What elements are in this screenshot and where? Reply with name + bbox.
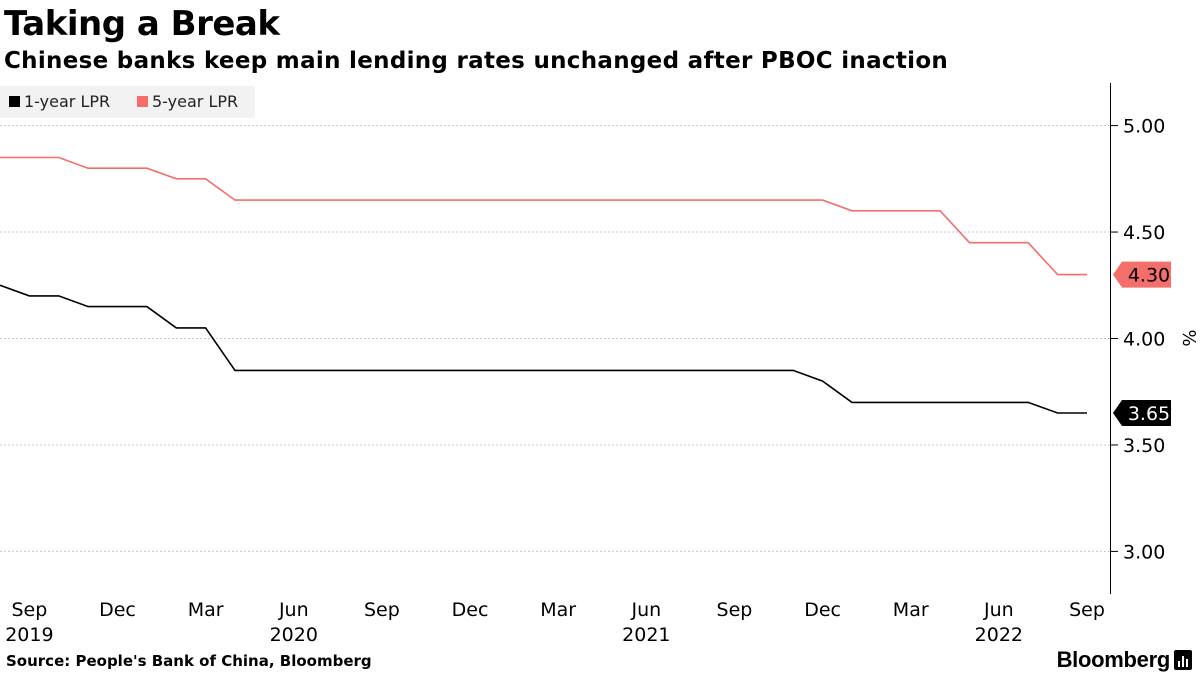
x-tick-label: Mar (188, 599, 224, 621)
legend-item-1-year-lpr: 1-year LPR (9, 93, 110, 111)
y-tick-label: 4.00 (1123, 329, 1165, 351)
bloomberg-terminal-icon (1174, 650, 1192, 670)
legend-label: 1-year LPR (24, 92, 111, 111)
bloomberg-logo: Bloomberg (1056, 647, 1171, 672)
x-tick-label: Jun (630, 599, 661, 621)
legend-label: 5-year LPR (152, 92, 239, 111)
x-tick-label: Sep (1069, 599, 1105, 621)
end-value-label: 3.65 (1128, 403, 1170, 425)
x-tick-label: Mar (893, 599, 929, 621)
x-year-label: 2019 (5, 624, 53, 646)
x-tick-label: Dec (99, 599, 136, 621)
legend-item-5-year-lpr: 5-year LPR (137, 93, 238, 111)
series-line-1-year-lpr (0, 284, 1087, 414)
chart-subtitle: Chinese banks keep main lending rates un… (4, 48, 949, 74)
legend-swatch-icon (9, 96, 20, 107)
end-value-label: 4.30 (1128, 265, 1170, 287)
legend-swatch-icon (137, 96, 148, 107)
y-tick-label: 4.50 (1123, 222, 1165, 244)
x-tick-label: Jun (278, 599, 309, 621)
x-year-label: 2021 (622, 624, 670, 646)
legend: 1-year LPR 5-year LPR (0, 86, 255, 118)
source-note: Source: People's Bank of China, Bloomber… (6, 652, 372, 670)
y-tick-label: 5.00 (1123, 116, 1165, 138)
end-value-tag (1113, 261, 1171, 288)
x-tick-label: Mar (540, 599, 576, 621)
end-value-tag (1113, 400, 1171, 427)
y-axis-label: % (1178, 329, 1199, 346)
series-line-5-year-lpr (0, 156, 1087, 276)
x-year-label: 2022 (975, 624, 1023, 646)
y-tick-label: 3.00 (1123, 541, 1165, 563)
x-tick-label: Sep (11, 599, 47, 621)
chart-title: Taking a Break (4, 4, 280, 44)
y-tick-label: 3.50 (1123, 435, 1165, 457)
x-tick-label: Sep (364, 599, 400, 621)
x-tick-label: Dec (452, 599, 489, 621)
x-tick-label: Dec (804, 599, 841, 621)
x-year-label: 2020 (270, 624, 318, 646)
x-tick-label: Sep (717, 599, 753, 621)
x-tick-label: Jun (983, 599, 1014, 621)
